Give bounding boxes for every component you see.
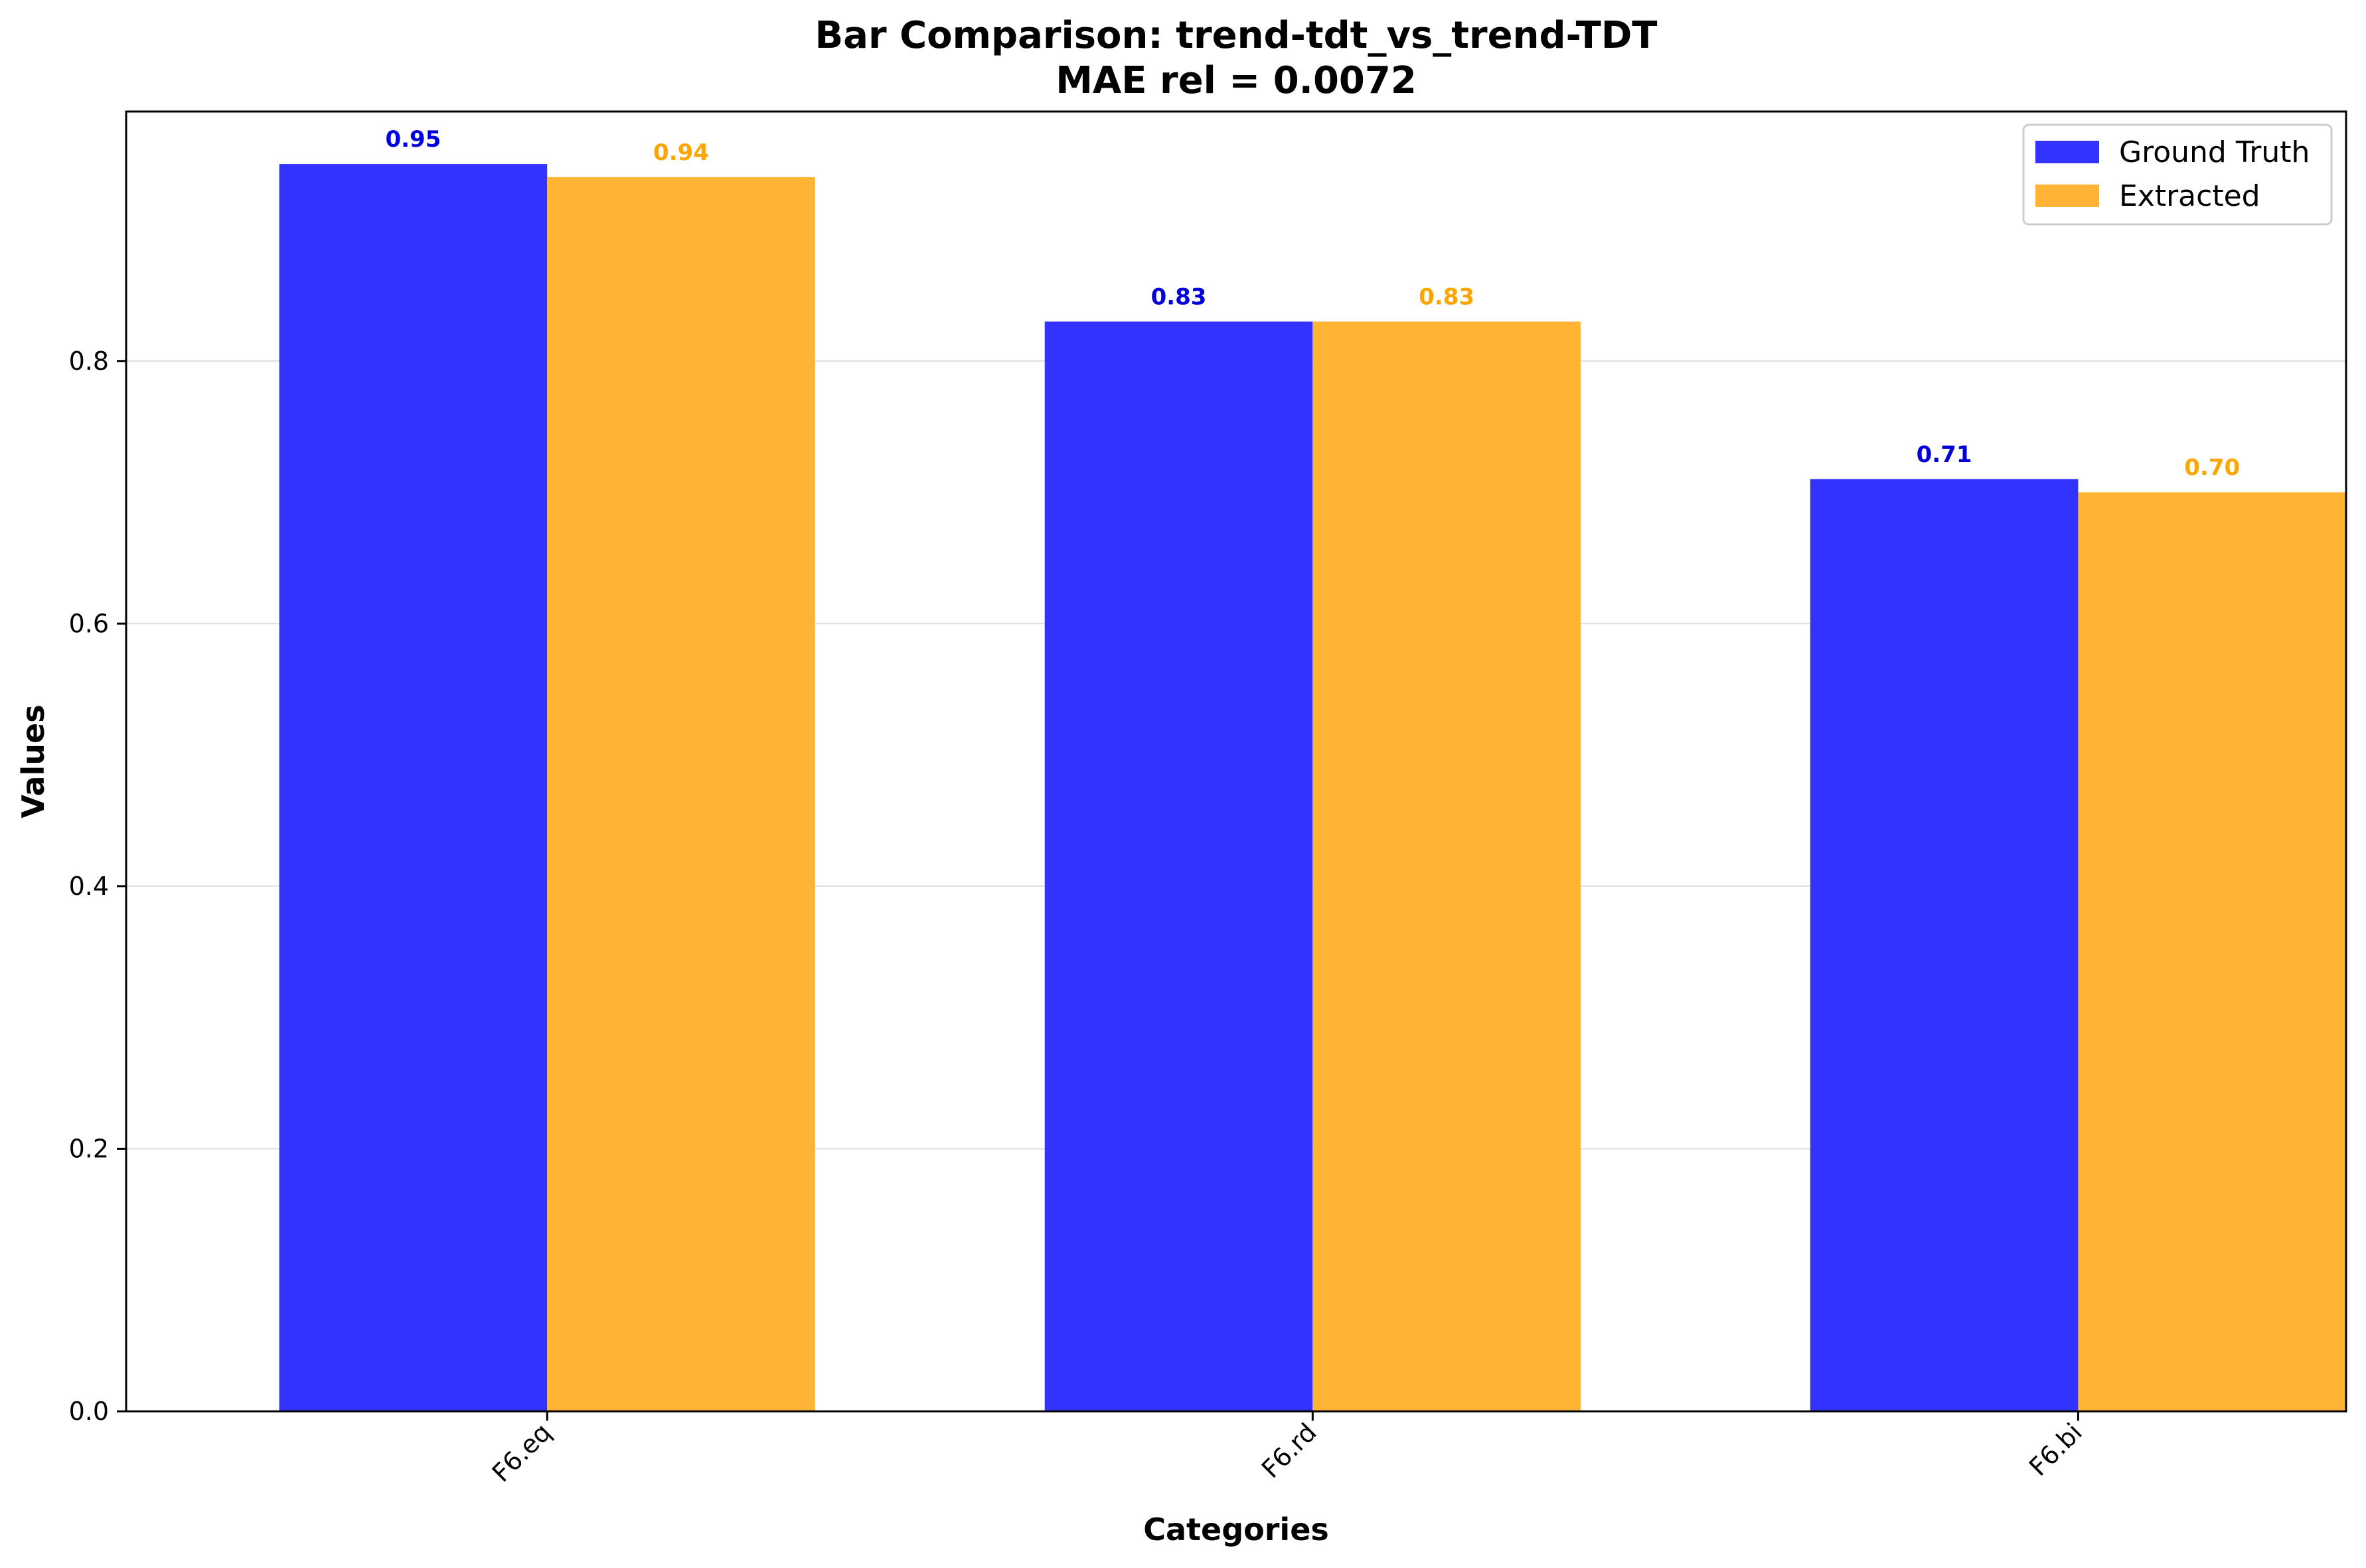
data-label: 0.95 (385, 126, 441, 153)
plot-frame (125, 110, 2347, 1413)
y-axis-title: Values (15, 704, 51, 818)
bars (279, 164, 2346, 1412)
x-axis-ticks: F6.eq F6.rd F6.bi (487, 1411, 2088, 1488)
y-tick-label: 0.6 (69, 609, 109, 638)
chart-title: Bar Comparison: trend-tdt_vs_trend-TDT (815, 14, 1658, 57)
x-tick-label: F6.rd (1256, 1417, 1322, 1484)
x-axis-title: Categories (1143, 1512, 1329, 1547)
data-label: 0.70 (2184, 455, 2240, 481)
x-tick-label: F6.bi (2023, 1417, 2088, 1482)
bar-extracted-f6-eq (547, 177, 815, 1411)
bar-ground-truth-f6-bi (1810, 479, 2079, 1411)
legend-box (2022, 123, 2333, 226)
data-label: 0.83 (1151, 283, 1207, 310)
legend-label-extracted: Extracted (2119, 179, 2260, 213)
y-tick-label: 0.8 (69, 347, 109, 376)
x-tick-label: F6.eq (487, 1417, 557, 1488)
bar-extracted-f6-bi (2078, 492, 2346, 1411)
y-axis-ticks: 0.0 0.2 0.4 0.6 0.8 (69, 347, 126, 1426)
legend-swatch-extracted (2035, 185, 2099, 207)
legend-swatch-ground-truth (2035, 141, 2099, 163)
data-label: 0.83 (1419, 283, 1474, 310)
bar-ground-truth-f6-eq (279, 164, 548, 1412)
bar-extracted-f6-rd (1312, 321, 1581, 1411)
data-label: 0.71 (1917, 441, 1972, 468)
data-labels: 0.95 0.94 0.83 0.83 0.71 0.70 (385, 126, 2240, 481)
y-tick-label: 0.2 (69, 1134, 109, 1163)
bar-ground-truth-f6-rd (1044, 321, 1313, 1411)
y-tick-label: 0.4 (69, 872, 109, 901)
chart-subtitle: MAE rel = 0.0072 (1056, 59, 1417, 102)
data-label: 0.94 (653, 139, 709, 166)
legend: Ground Truth Extracted (2022, 123, 2333, 226)
y-tick-label: 0.0 (69, 1397, 109, 1426)
legend-label-ground-truth: Ground Truth (2119, 135, 2310, 169)
